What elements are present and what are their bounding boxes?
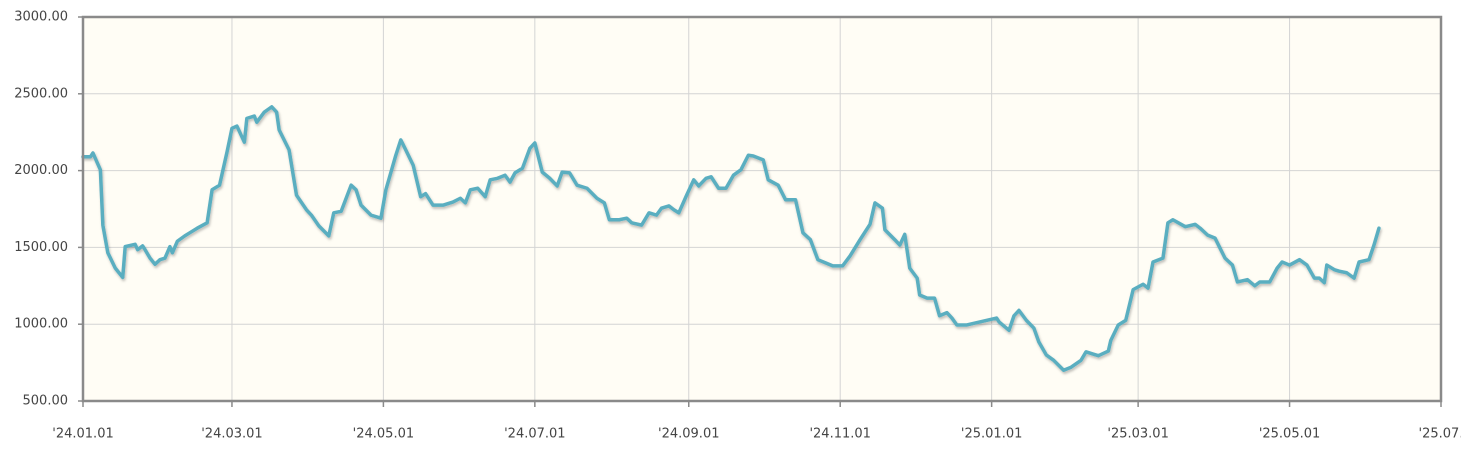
x-tick-label: '24.11.01 [809,427,870,442]
y-tick-label: 3000.00 [14,10,68,25]
y-tick-label: 2500.00 [14,86,68,101]
plot-border [81,15,1443,403]
x-tick-label: '25.01.01 [961,427,1022,442]
y-tick-label: 2000.00 [14,163,68,178]
y-tick-label: 1500.00 [14,240,68,255]
x-tick-label: '24.03.01 [201,427,262,442]
x-tick-label: '25.05.01 [1259,427,1320,442]
y-tick-label: 1000.00 [14,317,68,332]
x-tick-label: '25.03.01 [1107,427,1168,442]
x-tick-label: '24.01.01 [52,427,113,442]
x-tick-label: '24.07.01 [504,427,565,442]
x-tick-label: '24.05.01 [353,427,414,442]
plot-area [83,17,1441,401]
x-tick-label: '24.09.01 [658,427,719,442]
data-line [81,105,1381,373]
y-tick-label: 500.00 [23,394,69,409]
x-tick-label: '25.07. [1419,427,1461,442]
